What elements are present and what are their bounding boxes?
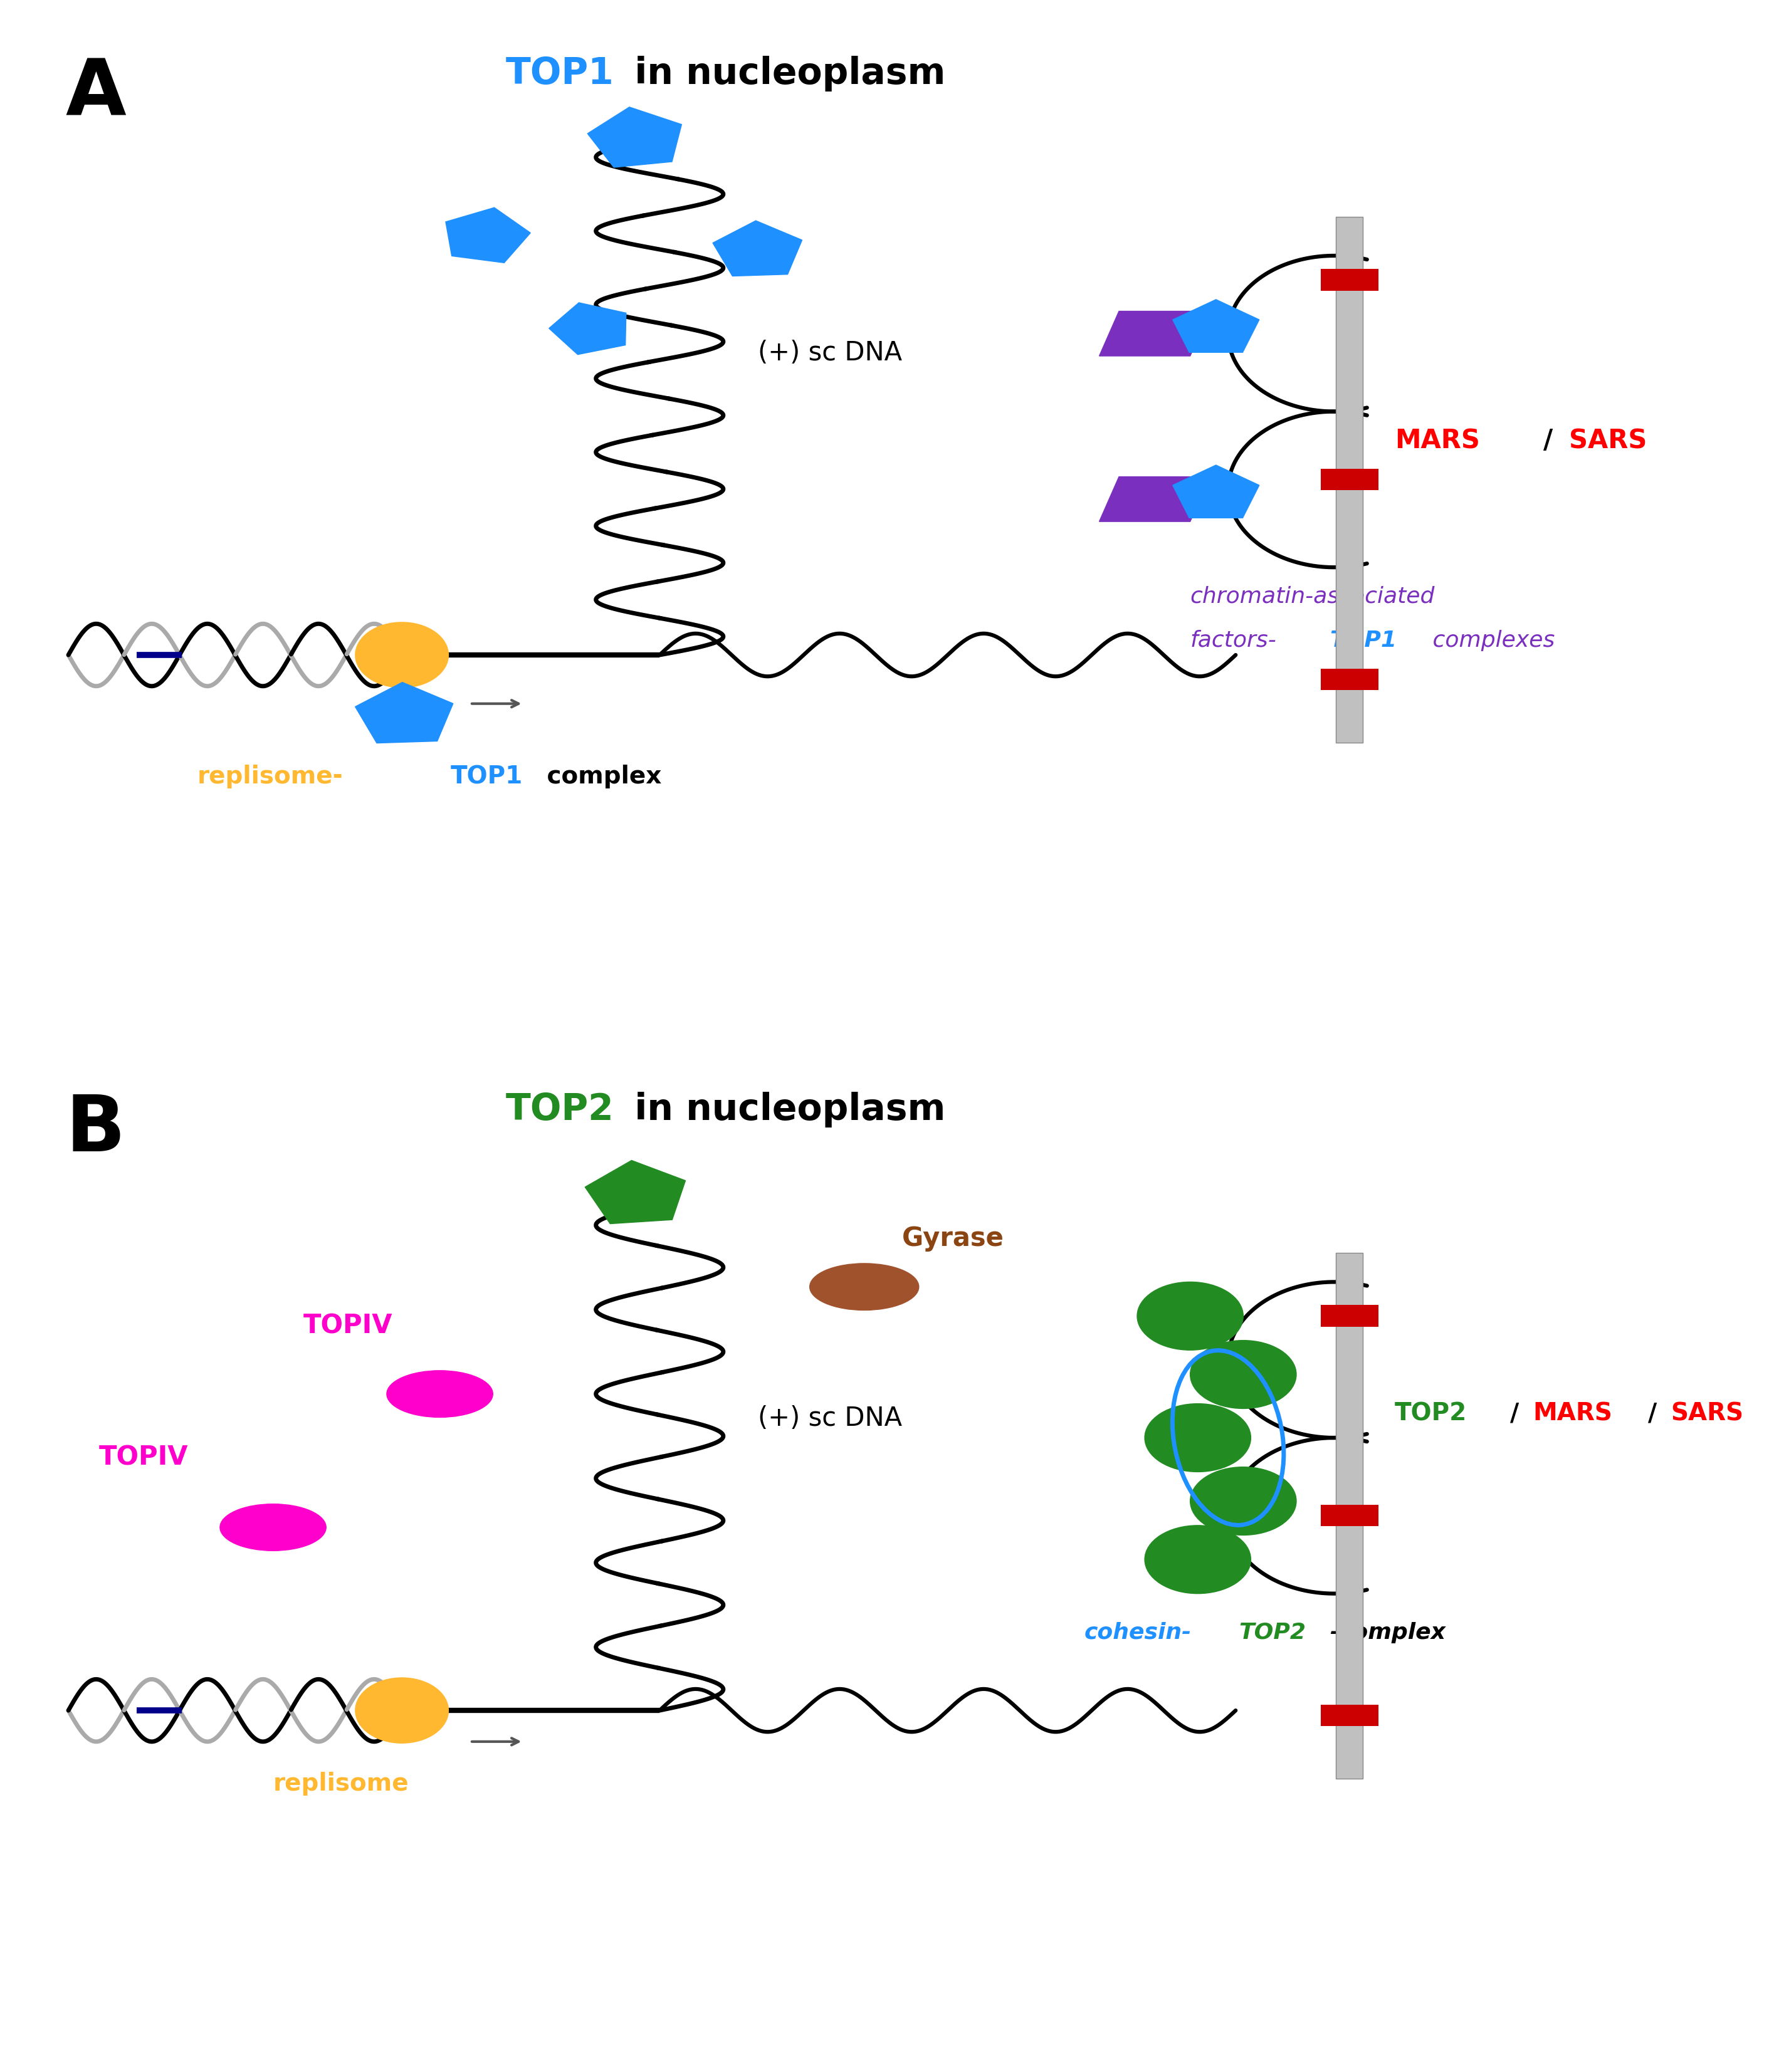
Text: replisome-: replisome-: [197, 765, 342, 789]
Circle shape: [1137, 1283, 1244, 1351]
Ellipse shape: [809, 1264, 919, 1310]
Circle shape: [1144, 1403, 1251, 1471]
Text: TOP2: TOP2: [1394, 1401, 1467, 1426]
Polygon shape: [585, 1160, 685, 1225]
Text: in nucleoplasm: in nucleoplasm: [621, 56, 946, 91]
Text: (+) sc DNA: (+) sc DNA: [757, 340, 903, 367]
Bar: [1320, 1305, 1378, 1326]
Text: complex: complex: [538, 765, 662, 789]
Text: -complex: -complex: [1330, 1622, 1446, 1643]
Polygon shape: [587, 108, 681, 168]
Circle shape: [1144, 1525, 1251, 1593]
Polygon shape: [548, 303, 626, 354]
Text: in nucleoplasm: in nucleoplasm: [621, 1092, 946, 1127]
Text: B: B: [66, 1092, 124, 1169]
Text: chromatin-associated: chromatin-associated: [1190, 586, 1435, 607]
Text: MARS: MARS: [1533, 1401, 1613, 1426]
Text: /: /: [1510, 1401, 1519, 1426]
Text: /: /: [1543, 427, 1552, 454]
Text: /: /: [1648, 1401, 1657, 1426]
Ellipse shape: [355, 1678, 449, 1743]
Text: TOP1: TOP1: [506, 56, 614, 91]
Polygon shape: [1100, 477, 1210, 522]
Text: replisome: replisome: [273, 1772, 408, 1794]
Bar: [1320, 269, 1378, 290]
Polygon shape: [445, 207, 530, 263]
Text: SARS: SARS: [1671, 1401, 1744, 1426]
Polygon shape: [713, 220, 802, 276]
Text: TOP2: TOP2: [1238, 1622, 1306, 1643]
Ellipse shape: [220, 1504, 326, 1550]
Polygon shape: [355, 682, 452, 744]
Text: TOP1: TOP1: [1330, 630, 1396, 651]
Text: Gyrase: Gyrase: [903, 1225, 1004, 1251]
Text: TOPIV: TOPIV: [99, 1444, 188, 1471]
Bar: [1336, 218, 1362, 742]
Text: cohesin-: cohesin-: [1084, 1622, 1192, 1643]
Text: TOP2: TOP2: [506, 1092, 614, 1127]
Text: TOPIV: TOPIV: [303, 1312, 392, 1339]
Circle shape: [1190, 1341, 1297, 1409]
Bar: [1320, 669, 1378, 690]
Text: SARS: SARS: [1570, 427, 1646, 454]
Ellipse shape: [355, 622, 449, 688]
Polygon shape: [1173, 300, 1260, 352]
Polygon shape: [1100, 311, 1210, 356]
Bar: [1320, 1705, 1378, 1726]
Text: factors-: factors-: [1190, 630, 1277, 651]
Text: TOP1: TOP1: [451, 765, 523, 789]
Bar: [1320, 468, 1378, 491]
Ellipse shape: [387, 1370, 493, 1417]
Circle shape: [1190, 1467, 1297, 1535]
Text: complexes: complexes: [1425, 630, 1554, 651]
Bar: [1320, 1504, 1378, 1527]
Text: (+) sc DNA: (+) sc DNA: [757, 1405, 903, 1432]
Text: MARS: MARS: [1394, 427, 1480, 454]
Polygon shape: [1173, 464, 1260, 518]
Text: A: A: [66, 56, 126, 133]
Bar: [1336, 1254, 1362, 1778]
